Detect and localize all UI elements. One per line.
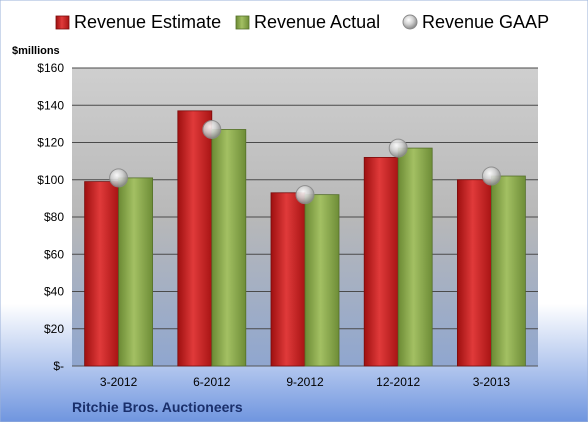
legend-swatch-revenue-estimate (55, 15, 70, 30)
bar-revenue-actual (211, 129, 247, 367)
unit-label: $millions (12, 45, 60, 57)
bar-revenue-actual (118, 177, 153, 367)
y-tick-label: $20 (44, 322, 64, 336)
legend-swatch-revenue-actual (235, 15, 250, 30)
marker-revenue-gaap (295, 185, 315, 205)
y-tick-label: $140 (37, 98, 64, 112)
legend: Revenue Estimate Revenue Actual Revenue GA… (55, 12, 549, 32)
x-tick-label: 12-2012 (376, 375, 420, 389)
bar-revenue-estimate (270, 192, 306, 367)
x-tick-label: 9-2012 (286, 375, 324, 389)
legend-label-revenue-actual: Revenue Actual (254, 12, 380, 32)
legend-swatch-revenue-gaap (402, 14, 418, 30)
bar-revenue-actual (490, 175, 526, 367)
x-axis-ticks: 3-2012 6-2012 9-2012 12-2012 3-2013 (100, 375, 510, 389)
x-tick-label: 3-2013 (473, 375, 511, 389)
legend-label-revenue-gaap: Revenue GAAP (422, 12, 549, 32)
marker-revenue-gaap (109, 168, 129, 188)
y-tick-label: $120 (37, 136, 64, 150)
y-tick-label: $160 (37, 61, 64, 75)
bar-revenue-estimate (456, 179, 492, 367)
gaap-markers (109, 119, 501, 205)
bars (84, 110, 526, 367)
bar-revenue-actual (397, 147, 433, 367)
y-tick-label: $80 (44, 210, 64, 224)
y-tick-label: $100 (37, 173, 64, 187)
y-tick-label: $- (53, 359, 64, 373)
marker-revenue-gaap (481, 166, 501, 186)
y-tick-label: $60 (44, 247, 64, 261)
marker-revenue-gaap (388, 138, 408, 158)
bar-revenue-actual (304, 194, 340, 367)
bar-revenue-estimate (84, 181, 119, 367)
bar-revenue-estimate (363, 156, 399, 367)
marker-revenue-gaap (202, 119, 222, 139)
legend-label-revenue-estimate: Revenue Estimate (74, 12, 221, 32)
x-tick-label: 6-2012 (193, 375, 231, 389)
y-axis-ticks: $- $20 $40 $60 $80 $100 $120 $140 $160 (37, 61, 64, 373)
company-name: Ritchie Bros. Auctioneers (72, 399, 243, 415)
x-tick-label: 3-2012 (100, 375, 138, 389)
y-tick-label: $40 (44, 285, 64, 299)
bar-revenue-estimate (177, 110, 213, 367)
